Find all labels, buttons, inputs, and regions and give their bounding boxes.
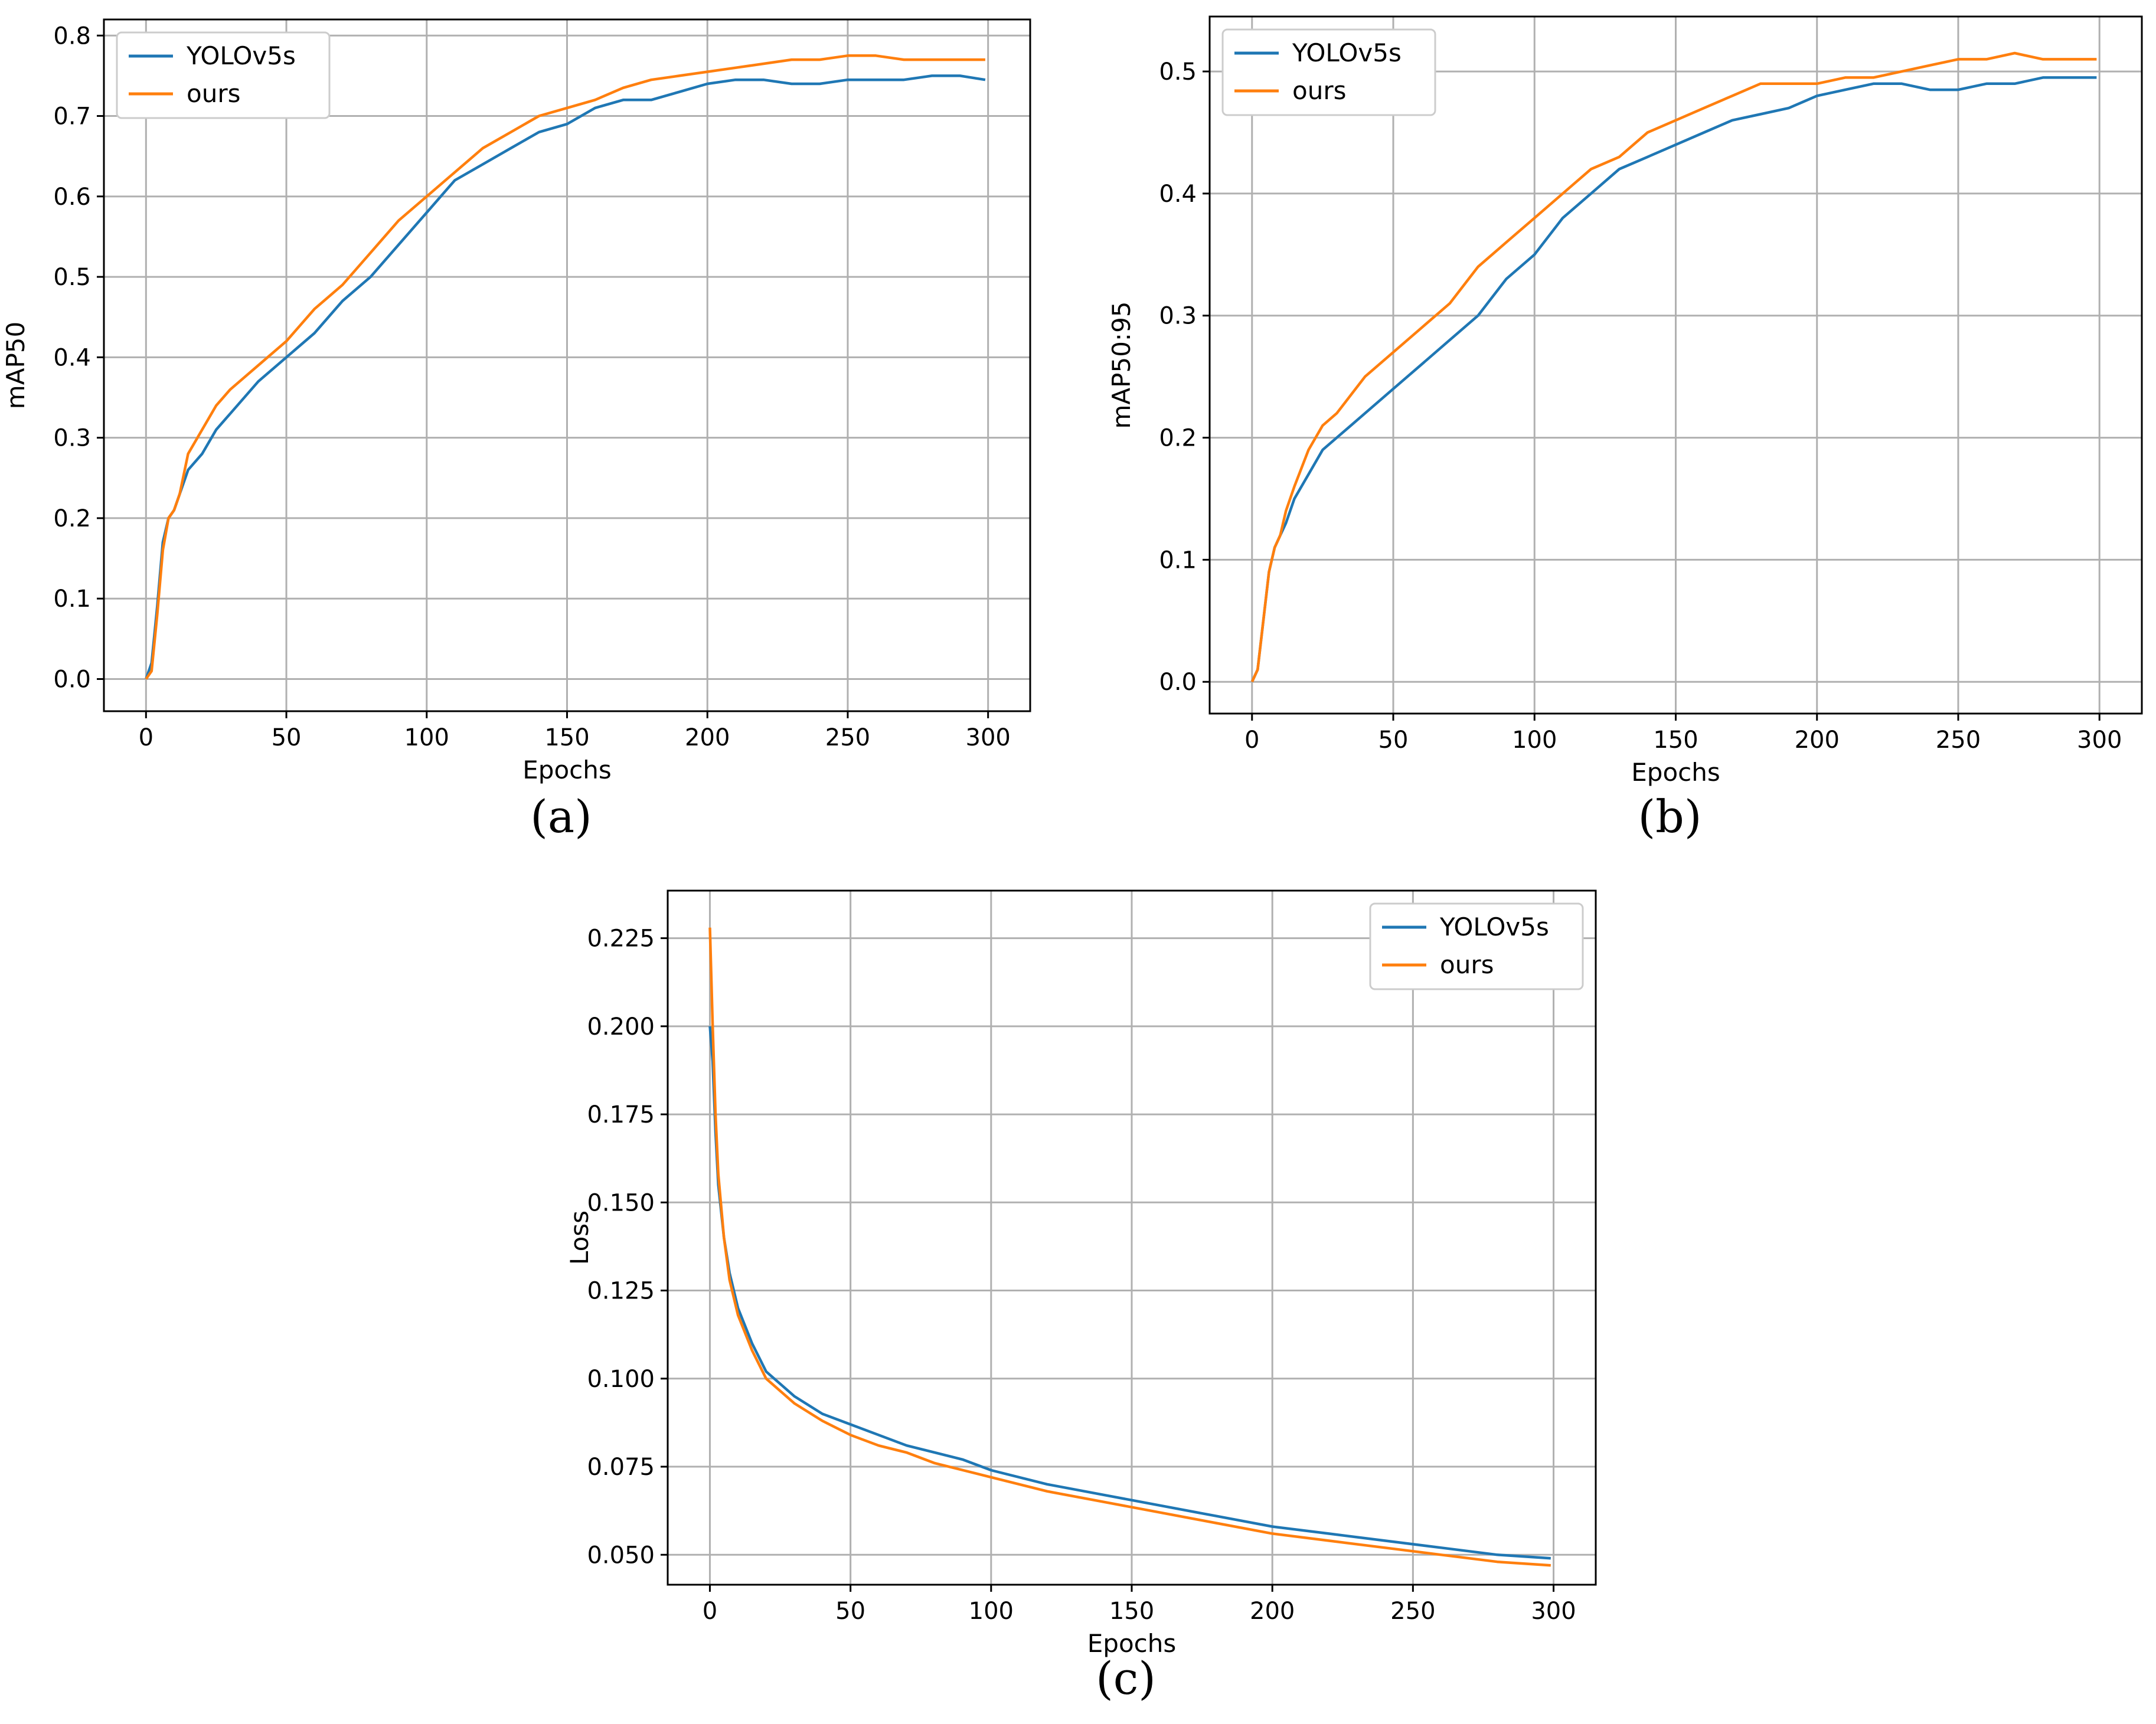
y-tick-label: 0.225: [587, 925, 655, 953]
x-tick-label: 200: [1250, 1598, 1295, 1625]
y-tick-label: 0.075: [587, 1454, 655, 1481]
y-tick-label: 0.050: [587, 1542, 655, 1569]
legend: YOLOv5s ours: [1221, 28, 1436, 116]
legend-box: [116, 31, 331, 119]
y-tick-label: 0.5: [1159, 58, 1197, 86]
legend-box: [1221, 28, 1436, 116]
series-line-ours: [145, 54, 985, 680]
x-tick-label: 100: [1512, 727, 1557, 754]
panel-label: (c): [1096, 1652, 1156, 1705]
y-tick-label: 0.125: [587, 1278, 655, 1305]
y-tick-label: 0.150: [587, 1189, 655, 1216]
y-axis-label: Loss: [565, 1211, 594, 1265]
x-tick-label: 50: [1378, 727, 1409, 754]
x-axis-label: Epochs: [1087, 1629, 1177, 1658]
y-tick-label: 0.3: [53, 425, 91, 452]
x-tick-label: 200: [685, 724, 730, 751]
y-tick-label: 0.4: [1159, 181, 1197, 208]
legend-box: [1369, 902, 1584, 990]
x-tick-label: 50: [272, 724, 302, 751]
x-tick-label: 150: [544, 724, 589, 751]
x-tick-label: 150: [1653, 727, 1698, 754]
series-line-yolov5s: [1250, 76, 2097, 683]
legend-label-ours: ours: [187, 79, 240, 108]
series-line-ours: [708, 927, 1551, 1567]
y-tick-label: 0.1: [1159, 547, 1197, 574]
y-tick-label: 0.175: [587, 1101, 655, 1128]
y-tick-label: 0.0: [53, 666, 91, 693]
chart-panel-c: 0 50 100 150 200 250 300 0.050 0.075 0.100 0.125 0.…: [565, 889, 1597, 1705]
x-tick-label: 50: [835, 1598, 865, 1625]
x-tick-label: 0: [139, 724, 153, 751]
legend-label-ours: ours: [1292, 76, 1346, 105]
x-tick-label: 300: [966, 724, 1011, 751]
y-tick-label: 0.6: [53, 184, 91, 211]
y-tick-label: 0.2: [1159, 425, 1197, 452]
x-tick-label: 300: [2077, 727, 2122, 754]
y-tick-label: 0.2: [53, 505, 91, 532]
legend-label-yolov5s: YOLOv5s: [186, 41, 296, 70]
y-tick-label: 0.5: [53, 264, 91, 291]
legend: YOLOv5s ours: [1369, 902, 1584, 990]
x-tick-label: 150: [1109, 1598, 1154, 1625]
y-tick-label: 0.8: [53, 22, 91, 50]
y-tick-label: 0.200: [587, 1013, 655, 1041]
y-tick-label: 0.100: [587, 1366, 655, 1393]
x-tick-label: 250: [1936, 727, 1981, 754]
x-tick-label: 250: [1390, 1598, 1435, 1625]
chart-panel-a: 0 50 100 150 200 250 300 0.0 0.1 0.2 0.3 0.4 0.5 0.6 0…: [1, 18, 1031, 843]
legend-label-ours: ours: [1440, 950, 1494, 979]
x-tick-label: 100: [969, 1598, 1014, 1625]
y-axis-label: mAP50: [1, 322, 30, 409]
x-axis-label: Epochs: [522, 755, 612, 784]
y-tick-label: 0.1: [53, 585, 91, 613]
x-axis-label: Epochs: [1631, 758, 1720, 787]
y-tick-label: 0.4: [53, 344, 91, 371]
legend: YOLOv5s ours: [116, 31, 331, 119]
y-tick-label: 0.3: [1159, 303, 1197, 330]
panel-label: (b): [1638, 790, 1702, 843]
legend-label-yolov5s: YOLOv5s: [1292, 38, 1402, 67]
x-tick-label: 250: [825, 724, 870, 751]
y-axis-label: mAP50:95: [1107, 301, 1136, 428]
y-tick-label: 0.7: [53, 103, 91, 130]
legend-label-yolov5s: YOLOv5s: [1439, 912, 1549, 941]
series-line-ours: [1250, 51, 2097, 683]
x-tick-label: 200: [1795, 727, 1840, 754]
panel-label: (a): [530, 790, 592, 843]
x-tick-label: 100: [404, 724, 449, 751]
chart-panel-b: 0 50 100 150 200 250 300 0.0 0.1 0.2 0.3 0.4 0.5 Epoc…: [1107, 15, 2143, 843]
x-tick-label: 300: [1531, 1598, 1576, 1625]
x-tick-label: 0: [703, 1598, 717, 1625]
y-tick-label: 0.0: [1159, 669, 1197, 696]
x-tick-label: 0: [1244, 727, 1259, 754]
